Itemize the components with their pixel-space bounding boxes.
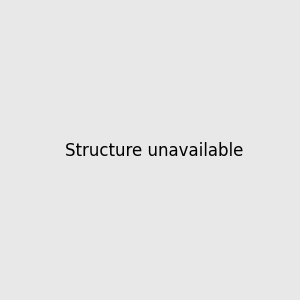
Text: Structure unavailable: Structure unavailable <box>64 142 243 160</box>
